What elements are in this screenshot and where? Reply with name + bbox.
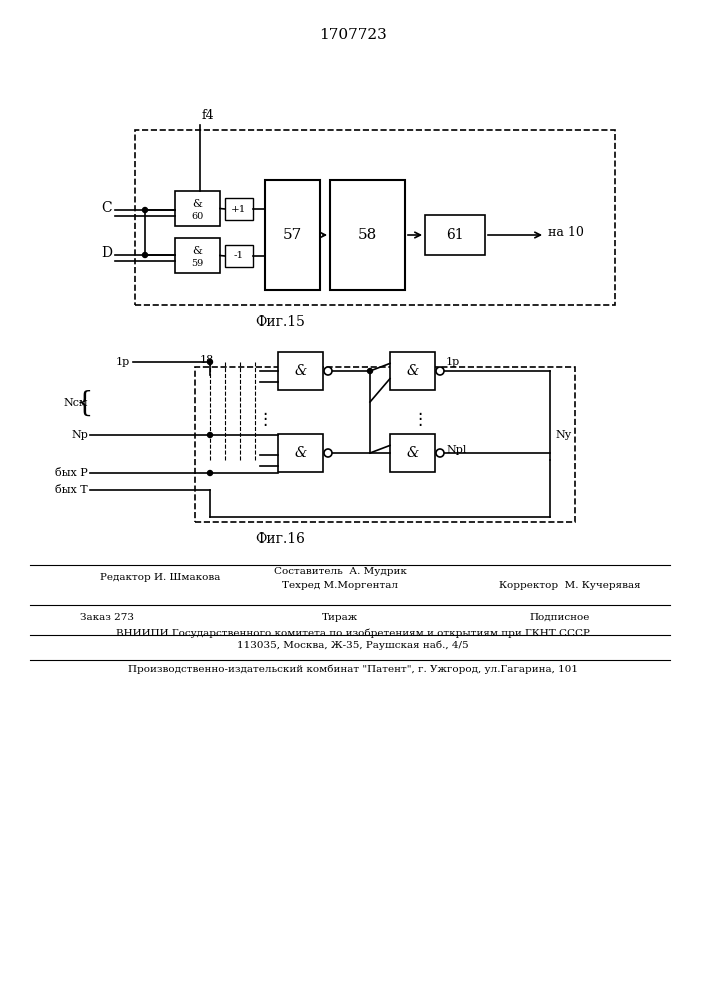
Text: Nу: Nу xyxy=(555,430,571,440)
Text: 1р: 1р xyxy=(116,357,130,367)
Text: ·: · xyxy=(417,417,423,435)
Text: Редактор И. Шмакова: Редактор И. Шмакова xyxy=(100,574,221,582)
Text: бых T: бых T xyxy=(55,485,88,495)
Text: Nрl: Nрl xyxy=(446,445,467,455)
Circle shape xyxy=(207,432,213,438)
Bar xyxy=(390,352,435,390)
Text: &: & xyxy=(294,446,307,460)
Text: 60: 60 xyxy=(192,212,204,221)
Circle shape xyxy=(143,252,148,257)
Circle shape xyxy=(324,449,332,457)
Circle shape xyxy=(207,471,213,476)
Bar xyxy=(225,198,253,220)
Text: 18: 18 xyxy=(200,355,214,365)
Text: &: & xyxy=(294,364,307,378)
Bar xyxy=(135,130,615,305)
Text: {: { xyxy=(76,389,93,416)
Text: Подписное: Подписное xyxy=(530,612,590,621)
Text: -1: -1 xyxy=(234,251,244,260)
Text: ВНИИПИ Государственного комитета по изобретениям и открытиям при ГКНТ СССР: ВНИИПИ Государственного комитета по изоб… xyxy=(116,628,590,638)
Circle shape xyxy=(207,360,213,364)
Bar xyxy=(175,238,220,273)
Circle shape xyxy=(324,367,332,375)
Text: C: C xyxy=(101,201,112,215)
Text: ·: · xyxy=(262,417,268,435)
Text: Nр: Nр xyxy=(71,430,88,440)
Text: 1р: 1р xyxy=(446,357,460,367)
Text: Nсм: Nсм xyxy=(64,398,88,408)
Bar xyxy=(225,245,253,267)
Text: Производственно-издательский комбинат "Патент", г. Ужгород, ул.Гагарина, 101: Производственно-издательский комбинат "П… xyxy=(128,665,578,674)
Text: &: & xyxy=(407,446,419,460)
Bar xyxy=(278,434,323,472)
Bar xyxy=(175,191,220,226)
Bar xyxy=(425,215,485,255)
Text: 59: 59 xyxy=(192,259,204,268)
Text: &: & xyxy=(192,246,202,256)
Text: 61: 61 xyxy=(446,228,464,242)
Text: Фиг.16: Фиг.16 xyxy=(255,532,305,546)
Bar xyxy=(330,180,405,290)
Circle shape xyxy=(436,449,444,457)
Text: на 10: на 10 xyxy=(548,227,584,239)
Circle shape xyxy=(143,208,148,213)
Text: ·: · xyxy=(417,406,423,424)
Text: +1: +1 xyxy=(231,205,247,214)
Text: 58: 58 xyxy=(358,228,377,242)
Text: Фиг.15: Фиг.15 xyxy=(255,315,305,329)
Bar xyxy=(390,434,435,472)
Text: f4: f4 xyxy=(202,109,215,122)
Text: 1707723: 1707723 xyxy=(319,28,387,42)
Text: Заказ 273: Заказ 273 xyxy=(80,612,134,621)
Circle shape xyxy=(368,368,373,373)
Bar xyxy=(278,352,323,390)
Text: Составитель  А. Мудрик: Составитель А. Мудрик xyxy=(274,568,407,576)
Text: ·: · xyxy=(262,406,268,424)
Text: &: & xyxy=(407,364,419,378)
Bar xyxy=(195,367,575,522)
Bar xyxy=(265,180,320,290)
Text: Техред М.Моргентал: Техред М.Моргентал xyxy=(282,580,398,589)
Text: 57: 57 xyxy=(283,228,302,242)
Text: ·: · xyxy=(262,411,268,429)
Text: &: & xyxy=(192,199,202,209)
Text: 113035, Москва, Ж-35, Раушская наб., 4/5: 113035, Москва, Ж-35, Раушская наб., 4/5 xyxy=(237,641,469,650)
Text: бых P: бых P xyxy=(55,468,88,478)
Text: Корректор  М. Кучерявая: Корректор М. Кучерявая xyxy=(499,580,641,589)
Text: ·: · xyxy=(417,411,423,429)
Text: Тираж: Тираж xyxy=(322,612,358,621)
Circle shape xyxy=(436,367,444,375)
Text: D: D xyxy=(101,246,112,260)
